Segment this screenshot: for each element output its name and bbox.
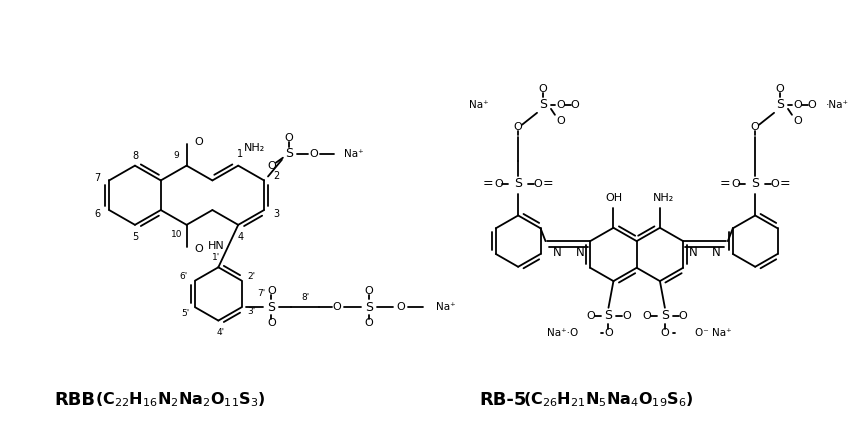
Text: S: S: [661, 309, 669, 322]
Text: O: O: [643, 311, 651, 321]
Text: HN: HN: [208, 241, 225, 251]
Text: O: O: [751, 122, 759, 132]
Text: S: S: [267, 301, 275, 314]
Text: O: O: [267, 161, 276, 171]
Text: O: O: [364, 318, 373, 328]
Text: OH: OH: [605, 193, 622, 203]
Text: 2: 2: [272, 172, 279, 181]
Text: 3': 3': [247, 307, 256, 316]
Text: O: O: [661, 328, 670, 338]
Text: O: O: [776, 84, 785, 94]
Text: O: O: [771, 179, 779, 189]
Text: O: O: [556, 100, 565, 110]
Text: S: S: [514, 177, 522, 190]
Text: O: O: [570, 100, 580, 110]
Text: 5: 5: [131, 232, 138, 242]
Text: RB-5: RB-5: [480, 391, 527, 409]
Text: (C$_{22}$H$_{16}$N$_2$Na$_2$O$_{11}$S$_3$): (C$_{22}$H$_{16}$N$_2$Na$_2$O$_{11}$S$_3…: [95, 390, 266, 409]
Text: 10: 10: [171, 230, 183, 239]
Text: O: O: [364, 286, 373, 296]
Text: ·Na⁺: ·Na⁺: [826, 100, 849, 110]
Text: 8': 8': [301, 293, 310, 302]
Text: 6: 6: [94, 209, 100, 219]
Text: O: O: [310, 149, 318, 159]
Text: =: =: [483, 177, 494, 190]
Text: Na⁺·O: Na⁺·O: [548, 328, 579, 338]
Text: =: =: [779, 177, 791, 190]
Text: O: O: [539, 84, 548, 94]
Text: N: N: [553, 247, 561, 259]
Text: 7': 7': [257, 289, 266, 298]
Text: N: N: [576, 247, 585, 259]
Text: 4': 4': [216, 328, 224, 337]
Text: O: O: [194, 244, 203, 253]
Text: 5': 5': [181, 309, 189, 318]
Text: 9: 9: [174, 151, 180, 160]
Text: N: N: [689, 247, 697, 259]
Text: O: O: [604, 328, 613, 338]
Text: O: O: [622, 311, 631, 321]
Text: O: O: [534, 179, 542, 189]
Text: 1: 1: [237, 149, 243, 159]
Text: O: O: [267, 286, 276, 296]
Text: S: S: [776, 98, 784, 112]
Text: O: O: [267, 318, 276, 328]
Text: 2': 2': [247, 272, 255, 281]
Text: 6': 6': [179, 272, 188, 281]
Text: N: N: [712, 247, 721, 259]
Text: S: S: [285, 147, 293, 160]
Text: NH₂: NH₂: [653, 193, 675, 203]
Text: O: O: [332, 302, 342, 312]
Text: Na⁺: Na⁺: [343, 149, 363, 159]
Text: RBB: RBB: [54, 391, 95, 409]
Text: 3: 3: [272, 209, 279, 219]
Text: S: S: [605, 309, 612, 322]
Text: O: O: [285, 133, 293, 143]
Text: O: O: [793, 116, 803, 126]
Text: =: =: [720, 177, 731, 190]
Text: S: S: [365, 301, 373, 314]
Text: O: O: [556, 116, 565, 126]
Text: O: O: [731, 179, 740, 189]
Text: O⁻ Na⁺: O⁻ Na⁺: [695, 328, 731, 338]
Text: S: S: [539, 98, 547, 112]
Text: 4: 4: [237, 232, 243, 242]
Text: S: S: [751, 177, 759, 190]
Text: O: O: [586, 311, 595, 321]
Text: 7: 7: [94, 173, 100, 184]
Text: O: O: [807, 100, 817, 110]
Text: O: O: [494, 179, 503, 189]
Text: O: O: [396, 302, 405, 312]
Text: Na⁺: Na⁺: [469, 100, 489, 110]
Text: O: O: [514, 122, 522, 132]
Text: 1': 1': [212, 253, 221, 262]
Text: 8: 8: [131, 151, 138, 161]
Text: NH₂: NH₂: [243, 143, 265, 153]
Text: =: =: [542, 177, 554, 190]
Text: Na⁺: Na⁺: [436, 302, 456, 312]
Text: (C$_{26}$H$_{21}$N$_5$Na$_4$O$_{19}$S$_6$): (C$_{26}$H$_{21}$N$_5$Na$_4$O$_{19}$S$_6…: [523, 390, 695, 409]
Text: O: O: [678, 311, 687, 321]
Text: O: O: [194, 137, 203, 147]
Text: O: O: [793, 100, 803, 110]
